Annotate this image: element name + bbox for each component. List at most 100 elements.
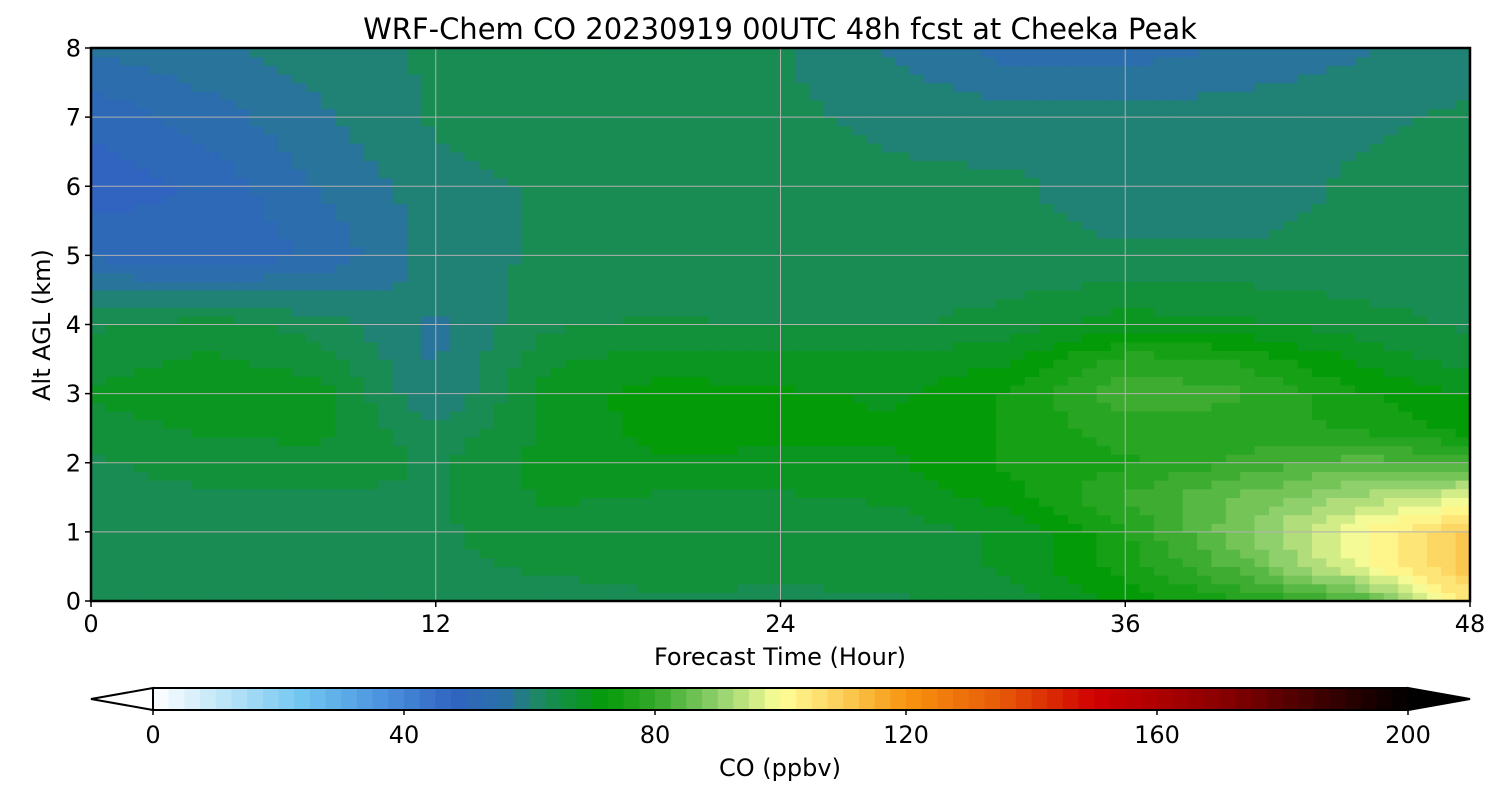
heatmap-cell [794,160,810,170]
heatmap-cell [1369,359,1385,369]
heatmap-cell [1412,168,1428,179]
heatmap-cell [708,333,724,343]
heatmap-cell [952,575,968,585]
heatmap-cell [852,505,868,516]
heatmap-cell [909,289,925,300]
heatmap-cell [234,307,250,317]
heatmap-cell [450,471,466,481]
heatmap-cell [1426,350,1442,360]
heatmap-cell [1053,471,1069,481]
heatmap-cell [751,272,767,282]
heatmap-cell [335,341,351,352]
heatmap-cell [1168,566,1184,576]
heatmap-cell [162,445,178,455]
heatmap-cell [708,566,724,576]
heatmap-cell [1326,212,1342,222]
heatmap-cell [306,264,322,274]
heatmap-cell [1039,264,1055,274]
heatmap-cell [1182,246,1198,256]
heatmap-cell [1254,480,1270,490]
heatmap-cell [249,281,264,291]
heatmap-cell [1311,566,1327,576]
heatmap-cell [421,203,437,213]
heatmap-cell [938,419,954,429]
heatmap-cell [952,229,968,239]
heatmap-cell [995,505,1011,516]
heatmap-cell [234,194,250,205]
heatmap-cell [622,480,638,490]
heatmap-cell [105,203,121,213]
heatmap-cell [234,359,250,369]
heatmap-cell [694,255,710,265]
heatmap-cell [349,514,365,524]
heatmap-cell [478,203,494,213]
heatmap-cell [1311,281,1327,291]
heatmap-cell [1211,583,1227,593]
heatmap-cell [780,592,796,601]
heatmap-cell [1383,307,1399,317]
heatmap-cell [1283,168,1299,179]
heatmap-cell [493,454,509,464]
heatmap-cell [1139,359,1155,369]
heatmap-cell [938,384,954,395]
heatmap-cell [924,592,940,601]
heatmap-cell [837,238,853,248]
heatmap-cell [306,186,322,196]
heatmap-cell [1240,419,1256,429]
heatmap-cell [694,410,710,421]
heatmap-cell [809,428,825,438]
heatmap-cell [191,480,207,490]
heatmap-cell [464,583,480,593]
heatmap-cell [1053,523,1069,533]
heatmap-cell [177,229,193,239]
heatmap-cell [1369,523,1385,533]
heatmap-cell [1326,168,1342,179]
heatmap-cell [1268,367,1284,377]
heatmap-cell [1168,557,1184,568]
heatmap-cell [1383,505,1399,516]
heatmap-cell [1340,298,1356,308]
heatmap-cell [1240,307,1256,317]
heatmap-cell [1326,505,1342,516]
heatmap-cell [1268,264,1284,274]
heatmap-cell [1197,583,1213,593]
heatmap-cell [809,480,825,490]
heatmap-cell [1110,488,1126,498]
heatmap-cell [751,220,767,231]
heatmap-cell [665,203,681,213]
heatmap-cell [622,341,638,352]
heatmap-cell [809,298,825,308]
heatmap-cell [1297,592,1313,601]
heatmap-cell [938,488,954,498]
heatmap-cell [134,272,150,282]
heatmap-cell [938,583,954,593]
heatmap-cell [938,168,954,179]
heatmap-cell [478,220,494,231]
heatmap-cell [1254,514,1270,524]
heatmap-cell [292,255,308,265]
heatmap-cell [378,583,394,593]
heatmap-cell [924,523,940,533]
heatmap-cell [1039,436,1055,447]
heatmap-cell [263,540,279,550]
heatmap-cell [450,436,466,447]
heatmap-cell [306,376,322,386]
heatmap-cell [1240,168,1256,179]
heatmap-cell [924,436,940,447]
heatmap-cell [335,488,351,498]
heatmap-cell [1197,488,1213,498]
heatmap-cell [952,471,968,481]
heatmap-cell [924,203,940,213]
heatmap-cell [1369,212,1385,222]
heatmap-cell [636,186,652,196]
heatmap-cell [191,419,207,429]
heatmap-cell [536,160,552,170]
heatmap-cell [1297,229,1313,239]
heatmap-cell [464,281,480,291]
heatmap-cell [392,367,408,377]
heatmap-cell [91,151,106,161]
heatmap-cell [507,264,523,274]
heatmap-cell [909,324,925,334]
heatmap-cell [320,480,336,490]
heatmap-cell [1254,410,1270,421]
